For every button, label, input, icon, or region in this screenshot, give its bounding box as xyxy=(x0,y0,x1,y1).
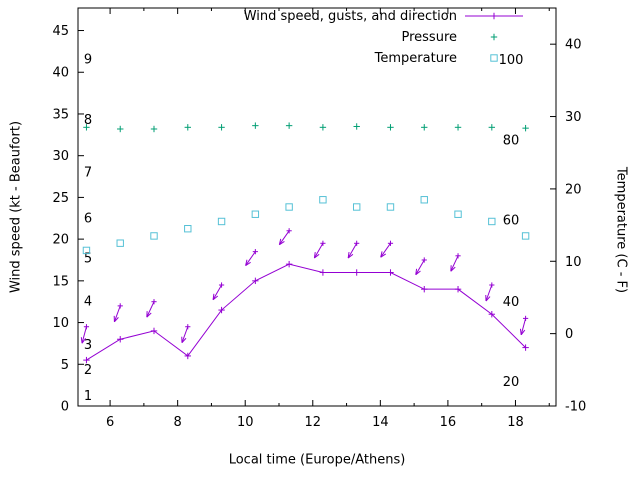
fahrenheit-scale-labels: 20 40 60 80 100 xyxy=(499,53,524,390)
svg-text:14: 14 xyxy=(372,415,389,430)
svg-text:18: 18 xyxy=(507,415,524,430)
svg-text:10: 10 xyxy=(52,316,69,331)
svg-text:12: 12 xyxy=(305,415,322,430)
svg-text:5: 5 xyxy=(84,251,92,266)
svg-text:35: 35 xyxy=(52,107,69,122)
svg-text:8: 8 xyxy=(174,415,182,430)
svg-text:1: 1 xyxy=(84,389,92,404)
svg-text:-10: -10 xyxy=(565,400,586,415)
beaufort-scale-labels: 1 2 3 4 5 6 7 8 9 xyxy=(84,53,92,404)
svg-text:6: 6 xyxy=(84,211,92,226)
svg-text:3: 3 xyxy=(84,338,92,353)
series-temperature xyxy=(82,196,530,255)
legend: Wind speed, gusts, and direction Pressure… xyxy=(244,9,523,66)
svg-text:80: 80 xyxy=(503,133,520,148)
svg-text:20: 20 xyxy=(503,375,520,390)
svg-text:9: 9 xyxy=(84,53,92,68)
svg-text:20: 20 xyxy=(52,233,69,248)
svg-text:2: 2 xyxy=(84,363,92,378)
svg-text:0: 0 xyxy=(565,327,573,342)
svg-text:30: 30 xyxy=(52,149,69,164)
svg-text:60: 60 xyxy=(503,214,520,229)
svg-text:Wind speed, gusts, and directi: Wind speed, gusts, and direction xyxy=(244,9,457,24)
svg-text:10: 10 xyxy=(565,255,582,270)
x-axis-label: Local time (Europe/Athens) xyxy=(228,452,406,468)
svg-text:Pressure: Pressure xyxy=(401,30,457,45)
svg-text:0: 0 xyxy=(61,400,69,415)
svg-text:25: 25 xyxy=(52,191,69,206)
svg-text:40: 40 xyxy=(503,295,520,310)
y-left-axis-label: Wind speed (kt - Beaufort) xyxy=(8,120,24,294)
svg-text:10: 10 xyxy=(237,415,254,430)
svg-text:5: 5 xyxy=(61,358,69,373)
svg-text:Temperature: Temperature xyxy=(374,51,457,66)
svg-text:40: 40 xyxy=(52,66,69,81)
svg-text:16: 16 xyxy=(440,415,457,430)
svg-text:45: 45 xyxy=(52,24,69,39)
svg-text:15: 15 xyxy=(52,274,69,289)
series-wind-speed xyxy=(83,260,529,364)
svg-text:4: 4 xyxy=(84,295,92,310)
svg-text:20: 20 xyxy=(565,182,582,197)
svg-text:8: 8 xyxy=(84,113,92,128)
series-wind-gust-arrows xyxy=(80,228,529,344)
svg-text:6: 6 xyxy=(106,415,114,430)
svg-text:7: 7 xyxy=(84,165,92,180)
svg-text:30: 30 xyxy=(565,110,582,125)
svg-text:100: 100 xyxy=(499,53,524,68)
y-right-axis-label: Temperature (C - F) xyxy=(613,166,629,294)
svg-text:40: 40 xyxy=(565,38,582,53)
axes: 6 8 10 12 14 16 18051015202530354045-100102030… xyxy=(52,7,586,430)
series-pressure xyxy=(83,122,529,133)
